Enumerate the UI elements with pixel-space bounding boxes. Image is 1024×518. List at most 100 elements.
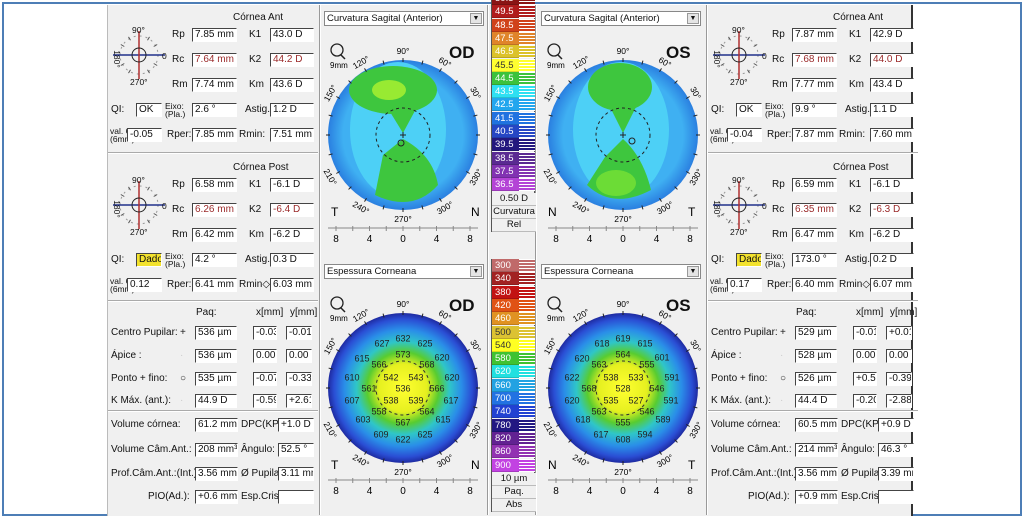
label-eixo: Eixo: (Pla.) (765, 251, 786, 269)
compass-label-90: 90° (132, 175, 145, 185)
tick-mark (328, 114, 333, 117)
thickness-value: 555 (615, 418, 630, 428)
scale-stripe (519, 352, 535, 366)
compass-label-270: 270° (730, 77, 748, 87)
axis-tick-label: 0 (400, 486, 406, 497)
ant-rper-field: 7.87 mm (792, 128, 837, 142)
post-rp-field: 6.59 mm (792, 178, 837, 192)
point-y-field: +0.01 (886, 326, 912, 340)
ant-km-field: 43.6 D (270, 78, 314, 92)
column-separator (535, 5, 537, 515)
esp-field[interactable] (878, 490, 914, 504)
thickness-value: 535 (603, 396, 618, 406)
point-paq-field: 529 µm (795, 326, 837, 340)
chevron-down-icon[interactable]: ▼ (687, 266, 699, 277)
scale-cell: 860 (492, 445, 519, 459)
scale-cell: 36.5 (492, 178, 519, 192)
point-symbol-icon: · (780, 350, 784, 361)
thickness-map-dropdown[interactable]: Espessura Corneana ▼ (324, 264, 484, 279)
map-type-dropdown[interactable]: Curvatura Sagital (Anterior) ▼ (324, 11, 484, 26)
thickness-value: 610 (344, 373, 359, 383)
label-rmin: Rmin: (239, 129, 266, 140)
label-vol_cornea: Volume córnea: (711, 419, 781, 430)
curvature-map[interactable]: 9mm 90° 60° 30° 330° 300° 270° 240° 210° 150° 120°… (538, 25, 704, 255)
thickness-value: 543 (408, 373, 423, 383)
scale-mode-label[interactable]: Abs (492, 498, 536, 512)
point-y-field: -0.39 (886, 372, 912, 386)
column-separator (487, 5, 489, 515)
tick-mark (348, 80, 352, 84)
tick-mark (602, 205, 605, 210)
post-val-q-field: 0.12 (127, 278, 162, 292)
thickness-value: 617 (443, 396, 458, 406)
thickness-value: 563 (591, 407, 606, 417)
section-title-post: Córnea Post (233, 162, 289, 173)
degree-label: 270° (394, 214, 412, 224)
axis-tick-label: 8 (333, 234, 339, 245)
degree-label: 270° (394, 467, 412, 477)
degree-label: 60° (657, 55, 673, 70)
angulo-field: 46.3 ° (878, 443, 914, 457)
section-title-ant: Córnea Ant (833, 12, 884, 23)
tick-mark (602, 313, 605, 318)
axis-tick-label: 8 (553, 234, 559, 245)
map-type-dropdown[interactable]: Curvatura Sagital (Anterior) ▼ (541, 11, 701, 26)
ant-rc-field: 7.64 mm (192, 53, 237, 67)
degree-label: 240° (571, 452, 591, 469)
degree-label: 90° (397, 46, 410, 56)
eye-label: OD (449, 296, 475, 315)
point-label: Ponto + fino: (711, 373, 768, 384)
scale-mode-label[interactable]: Rel (492, 218, 536, 232)
degree-label: 330° (467, 167, 484, 187)
thickness-map-dropdown[interactable]: Espessura Corneana ▼ (541, 264, 701, 279)
scale-type-label[interactable]: Curvatura (492, 205, 536, 219)
degree-label: 240° (571, 199, 591, 216)
axis-compass-icon (713, 31, 765, 79)
ant-rp-field: 7.85 mm (192, 28, 237, 42)
label-prof: Prof.Câm.Ant.:(Int.) (711, 468, 798, 479)
label-qi: QI: (711, 104, 725, 115)
degree-label: 270° (614, 214, 632, 224)
tick-mark (693, 114, 698, 117)
label-rm: Rm (172, 79, 188, 90)
tick-mark (674, 333, 678, 337)
degree-label: 210° (322, 167, 339, 187)
degree-label: 270° (614, 467, 632, 477)
tick-mark (659, 197, 662, 202)
tick-mark (584, 450, 587, 455)
thickness-value: 609 (373, 430, 388, 440)
scale-cell: 340 (492, 272, 519, 286)
axis-tick-label: 4 (587, 486, 593, 497)
chevron-down-icon[interactable]: ▼ (470, 13, 482, 24)
scale-type-label[interactable]: Paq. (492, 485, 536, 499)
scale-cell: 620 (492, 365, 519, 379)
zoom-level-label: 9mm (547, 61, 565, 70)
degree-label: 150° (322, 336, 339, 356)
label-rmin: Rmin◇ (239, 279, 271, 290)
ant-rm-field: 7.77 mm (792, 78, 837, 92)
point-symbol-icon: ○ (780, 373, 787, 384)
esp-field[interactable] (278, 490, 314, 504)
tick-mark (584, 197, 587, 202)
scale-stripe (519, 312, 535, 326)
axis-tick-label: 8 (687, 234, 693, 245)
degree-label: 90° (617, 46, 630, 56)
thickness-value: 538 (603, 373, 618, 383)
degree-label: 330° (687, 167, 704, 187)
scale-cell: 820 (492, 431, 519, 445)
magnifier-icon (330, 43, 346, 60)
chevron-down-icon[interactable]: ▼ (687, 13, 699, 24)
degree-label: 150° (542, 83, 559, 103)
curvature-map[interactable]: 9mm 90° 60° 30° 330° 300° 270° 240° 210° 150° 120°… (321, 25, 487, 255)
axis-tick-label: 4 (434, 486, 440, 497)
scale-cell: 40.5 (492, 125, 519, 138)
tick-mark (465, 96, 470, 99)
chevron-down-icon[interactable]: ▼ (470, 266, 482, 277)
point-symbol-icon: + (780, 327, 786, 338)
thickness-value: 618 (575, 415, 590, 425)
tick-mark (336, 171, 341, 174)
dpc-field: +0.9 D (878, 418, 914, 432)
magnifier-icon (330, 296, 346, 313)
